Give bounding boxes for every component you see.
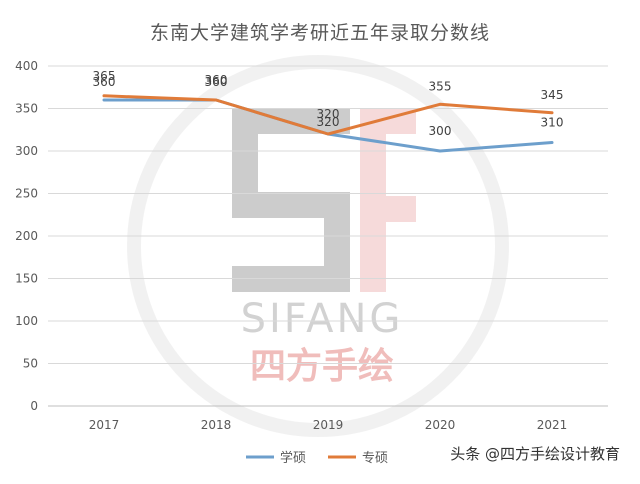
x-tick-label: 2019 xyxy=(313,418,344,432)
watermark-text: SIFANG xyxy=(241,296,404,342)
y-tick-label: 250 xyxy=(15,187,38,201)
series-line-zhuanshuo xyxy=(102,94,554,136)
axis-layer: 0 50 100 150 200 250 300 350 400 2017 2018 2019 2020… xyxy=(15,59,567,432)
footer-credit: 头条 @四方手绘设计教育 xyxy=(450,445,620,463)
x-tick-label: 2020 xyxy=(425,418,456,432)
data-label: 360 xyxy=(205,75,228,89)
sifang-watermark-logo: SIFANG 四方手绘 xyxy=(127,55,509,437)
data-label: 360 xyxy=(205,73,228,87)
data-label: 320 xyxy=(317,107,340,121)
series-layer xyxy=(102,94,554,153)
y-tick-label: 150 xyxy=(15,272,38,286)
data-label: 345 xyxy=(541,88,564,102)
data-label: 300 xyxy=(429,124,452,138)
chart-title: 东南大学建筑学考研近五年录取分数线 xyxy=(149,22,490,44)
legend-label: 专硕 xyxy=(362,451,388,466)
watermark-text-cn: 四方手绘 xyxy=(250,346,394,387)
y-tick-label: 50 xyxy=(23,357,38,371)
y-tick-label: 100 xyxy=(15,314,38,328)
data-label: 365 xyxy=(93,69,116,83)
legend: 学硕 专硕 xyxy=(246,450,388,466)
x-tick-label: 2021 xyxy=(537,418,568,432)
y-tick-label: 350 xyxy=(15,102,38,116)
data-label: 355 xyxy=(429,79,452,93)
data-label: 360 xyxy=(93,75,116,89)
y-tick-label: 0 xyxy=(30,399,38,413)
x-tick-label: 2017 xyxy=(89,418,120,432)
legend-label: 学硕 xyxy=(280,450,306,466)
y-tick-label: 400 xyxy=(15,59,38,73)
y-tick-label: 300 xyxy=(15,144,38,158)
data-label: 310 xyxy=(541,116,564,130)
data-label: 320 xyxy=(317,115,340,129)
x-tick-label: 2018 xyxy=(201,418,232,432)
y-tick-label: 200 xyxy=(15,229,38,243)
